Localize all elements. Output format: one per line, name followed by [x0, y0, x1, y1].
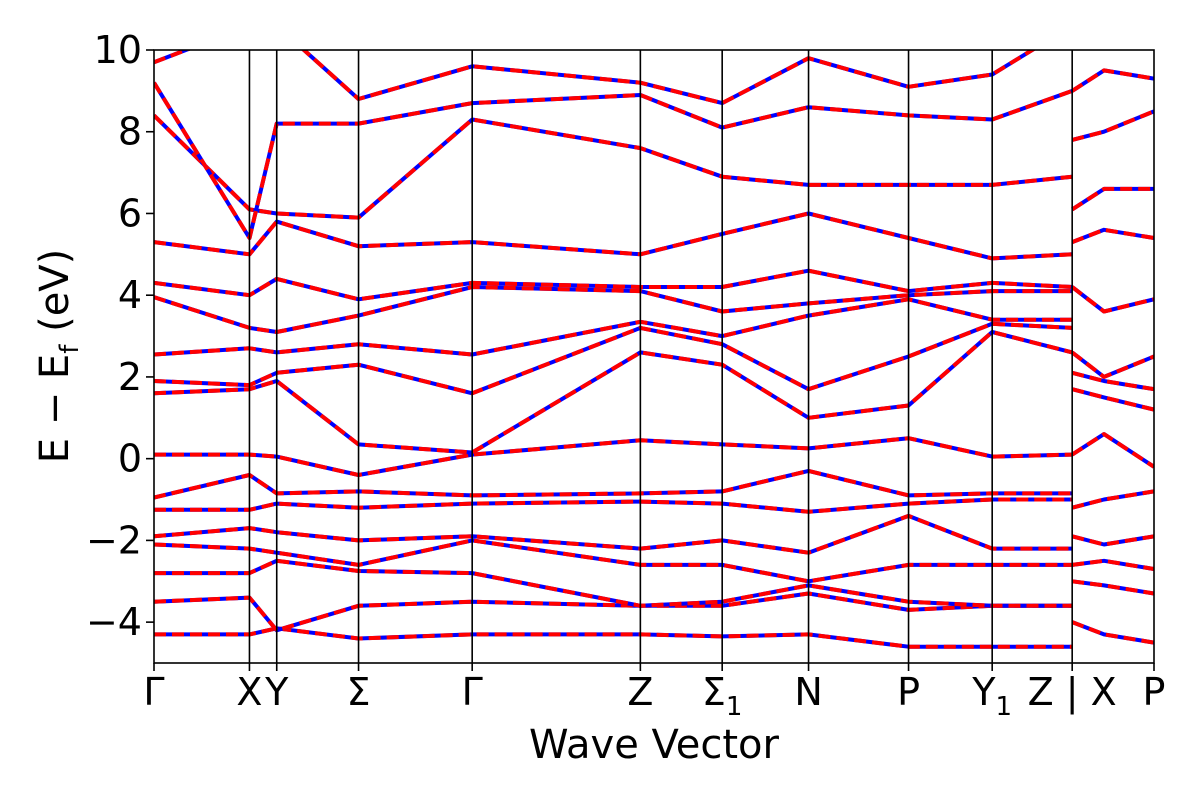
x-tick-label-4: Γ — [462, 670, 483, 714]
band-lines — [154, 50, 1154, 649]
band-23-red — [1071, 387, 1154, 412]
x-tick-label-1: X — [236, 670, 262, 714]
x-axis-label: Wave Vector — [529, 722, 780, 768]
x-tick-label-11: P — [1143, 670, 1166, 714]
x-tick-label-7: N — [794, 670, 822, 714]
y-tick-label-5: 6 — [118, 191, 142, 235]
y-axis-label-sub: f — [55, 344, 85, 354]
band-14-red — [154, 113, 1073, 220]
band-16-red — [154, 50, 1037, 106]
band-0-blue — [154, 626, 1073, 649]
band-26-blue — [1070, 285, 1154, 314]
band-13-red — [154, 211, 1073, 261]
band-24-red — [1071, 370, 1154, 392]
x-tick-label-3: Σ — [347, 670, 371, 714]
y-tick-label-0: −4 — [86, 600, 142, 644]
band-2-blue — [154, 558, 1073, 608]
band-8-red — [154, 330, 1073, 455]
band-28-red — [1071, 186, 1154, 212]
band-7-blue — [154, 436, 1073, 477]
band-29-red — [1071, 109, 1154, 142]
y-axis-label-unit: (eV) — [32, 249, 78, 345]
band-26-red — [1070, 285, 1154, 314]
x-tick-label-9: Y1 — [971, 670, 1012, 722]
y-axis-label: E − Ef (eV) — [32, 249, 85, 464]
band-25-red — [1070, 350, 1154, 379]
band-14-blue — [154, 113, 1073, 220]
band-22-red — [1071, 432, 1154, 469]
x-tick-label-2: Y — [264, 670, 289, 714]
band-21-red — [1071, 489, 1154, 510]
band-18-red — [1071, 579, 1154, 596]
y-tick-label-2: 0 — [118, 437, 142, 481]
x-tick-label-5: Z — [627, 670, 653, 714]
band-16-blue — [154, 50, 1037, 106]
y-axis-label-main: E − E — [32, 354, 78, 464]
y-tick-label-7: 10 — [94, 28, 142, 72]
y-axis-ticks: −4 −2 0 2 4 6 8 10 — [86, 28, 154, 644]
x-tick-label-8: P — [897, 670, 920, 714]
y-tick-label-3: 2 — [118, 355, 142, 399]
band-20-red — [1071, 534, 1154, 547]
plot-frame — [153, 49, 1155, 664]
x-axis-ticks: Γ X Y Σ Γ Z Σ1 N P Y1 Z | X P — [143, 663, 1165, 722]
band-15-red — [154, 81, 1073, 240]
band-27-red — [1071, 227, 1154, 244]
band-25-blue — [1070, 350, 1154, 379]
band-19-red — [1071, 558, 1154, 571]
band-17-red — [1071, 620, 1154, 645]
y-tick-label-6: 8 — [118, 110, 142, 154]
high-symmetry-lines — [248, 50, 1073, 663]
x-tick-label-10: Z | X — [1028, 670, 1117, 715]
x-tick-label-0: Γ — [143, 670, 164, 714]
y-tick-label-1: −2 — [86, 518, 142, 562]
band-22-blue — [1071, 432, 1154, 469]
band-30-red — [1071, 68, 1154, 93]
x-tick-label-6: Σ1 — [702, 670, 743, 722]
band-28-blue — [1071, 186, 1154, 212]
y-tick-label-4: 4 — [118, 273, 142, 317]
